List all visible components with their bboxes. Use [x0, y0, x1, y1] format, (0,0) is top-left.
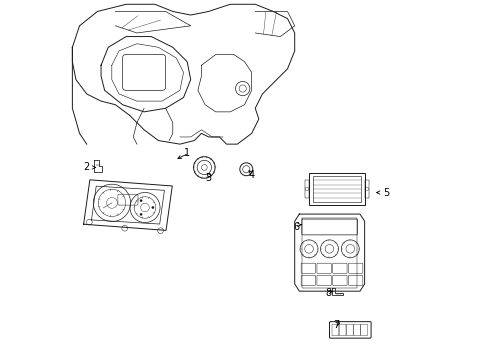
Text: 4: 4	[248, 170, 254, 180]
Text: 7: 7	[332, 320, 338, 330]
Text: 3: 3	[205, 173, 211, 183]
Text: 1: 1	[183, 148, 190, 158]
Circle shape	[151, 206, 154, 208]
Circle shape	[140, 213, 142, 215]
Text: 8: 8	[325, 288, 331, 298]
Circle shape	[140, 199, 142, 202]
Text: 6: 6	[293, 222, 299, 231]
Text: 2: 2	[83, 162, 90, 172]
Text: 5: 5	[382, 188, 388, 198]
